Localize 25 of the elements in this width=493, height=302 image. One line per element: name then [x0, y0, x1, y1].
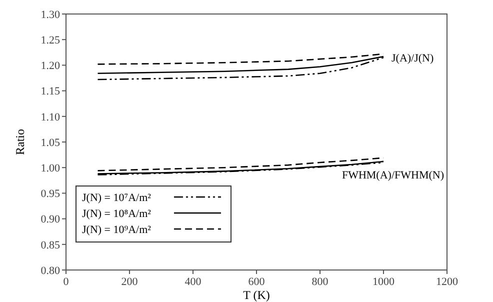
y-tick-label: 0.80 — [40, 264, 60, 277]
y-tick-label: 1.05 — [40, 136, 60, 149]
x-axis-title: T (K) — [243, 288, 270, 302]
y-axis-title: Ratio — [13, 129, 27, 155]
y-tick-label: 1.30 — [40, 8, 60, 21]
x-tick-label: 200 — [121, 276, 138, 288]
annotation: FWHM(A)/FWHM(N) — [342, 169, 444, 182]
legend-label: J(N) = 10⁹A/m² — [82, 224, 152, 236]
y-tick-label: 0.95 — [40, 188, 60, 200]
y-tick-label: 1.00 — [40, 162, 60, 174]
y-tick-label: 0.85 — [40, 239, 60, 252]
x-tick-label: 0 — [63, 276, 70, 288]
x-tick-label: 400 — [184, 276, 202, 288]
x-tick-label: 800 — [312, 276, 329, 288]
x-tick-label: 600 — [248, 276, 266, 288]
legend-label: J(N) = 10⁸A/m² — [82, 208, 152, 220]
y-tick-label: 1.25 — [40, 34, 60, 46]
y-tick-label: 1.15 — [40, 86, 60, 98]
y-tick-label: 1.20 — [40, 60, 60, 72]
x-tick-label: 1000 — [372, 276, 395, 288]
annotation: J(A)/J(N) — [392, 52, 434, 65]
y-tick-label: 1.10 — [40, 111, 60, 124]
legend-label: J(N) = 10⁷A/m² — [82, 192, 152, 204]
y-tick-label: 0.90 — [40, 214, 60, 226]
x-tick-label: 1200 — [436, 276, 458, 288]
